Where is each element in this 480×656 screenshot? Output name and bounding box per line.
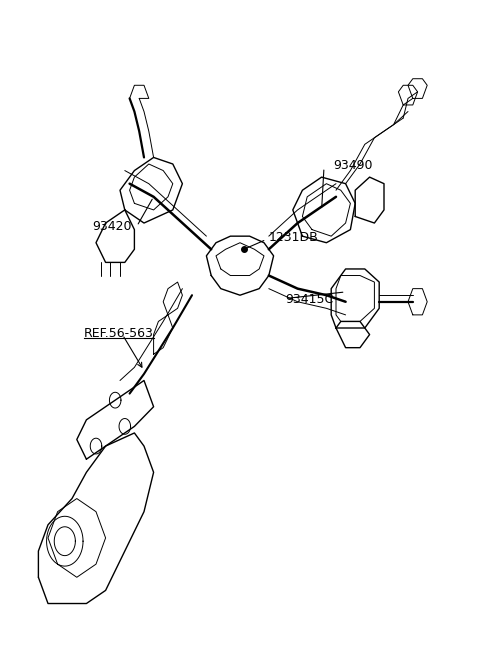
Text: REF.56-563: REF.56-563 (84, 327, 154, 340)
Text: 93415C: 93415C (286, 293, 334, 306)
Text: 1231DB: 1231DB (269, 231, 319, 244)
Text: 93420: 93420 (93, 220, 132, 233)
Text: 93490: 93490 (334, 159, 373, 172)
